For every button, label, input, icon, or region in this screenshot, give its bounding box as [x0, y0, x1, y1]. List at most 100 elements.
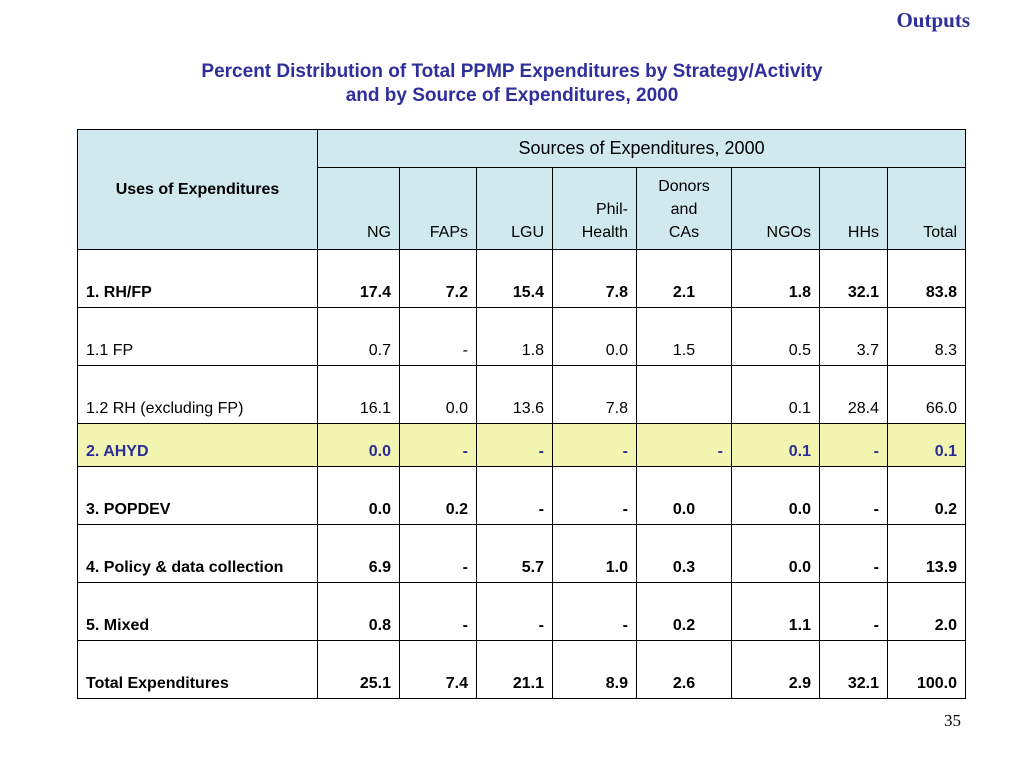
cell-total: 0.2	[886, 466, 967, 525]
slide-title: Percent Distribution of Total PPMP Expen…	[0, 60, 1024, 108]
table-row-total-expenditures: Total Expenditures 25.1 7.4 21.1 8.9 2.6…	[77, 640, 967, 699]
cell-lgu: 21.1	[476, 640, 553, 699]
cell-ngos: 1.8	[731, 249, 820, 308]
cell-faps: -	[399, 524, 477, 583]
cell-hhs: 28.4	[819, 365, 888, 424]
uses-of-expenditures-header: Uses of Expenditures	[77, 129, 318, 250]
col-header-donors-line-1: Donors	[658, 178, 710, 195]
cell-total: 8.3	[886, 307, 967, 366]
cell-faps: 0.0	[399, 365, 477, 424]
cell-ng: 0.0	[317, 466, 400, 525]
table-row-ahyd: 2. AHYD 0.0 - - - - 0.1 - 0.1	[77, 423, 967, 467]
cell-philhealth: 1.0	[552, 524, 637, 583]
row-label: 3. POPDEV	[77, 466, 318, 525]
col-header-philhealth: Phil- Health	[552, 167, 637, 250]
cell-total: 66.0	[886, 365, 967, 424]
col-header-donors-line-2: and	[670, 201, 698, 218]
cell-ng: 17.4	[317, 249, 400, 308]
cell-ngos: 0.5	[731, 307, 820, 366]
cell-lgu: 13.6	[476, 365, 553, 424]
row-label: 4. Policy & data collection	[77, 524, 318, 583]
cell-faps: 7.2	[399, 249, 477, 308]
col-header-philhealth-line-1: Phil-	[595, 201, 628, 218]
cell-philhealth: 7.8	[552, 365, 637, 424]
cell-donors: 0.0	[636, 466, 732, 525]
cell-ngos: 0.0	[731, 466, 820, 525]
page-number: 35	[944, 711, 961, 730]
cell-ng: 16.1	[317, 365, 400, 424]
cell-philhealth: 8.9	[552, 640, 637, 699]
cell-total: 2.0	[886, 582, 967, 641]
cell-donors: -	[636, 423, 732, 467]
table-row-rh-fp: 1. RH/FP 17.4 7.2 15.4 7.8 2.1 1.8 32.1 …	[77, 249, 967, 308]
section-label: Outputs	[896, 8, 970, 32]
cell-hhs: -	[819, 524, 888, 583]
col-header-donors: Donors and CAs	[636, 167, 732, 250]
cell-ngos: 0.1	[731, 423, 820, 467]
cell-ngos: 0.0	[731, 524, 820, 583]
cell-hhs: -	[819, 582, 888, 641]
cell-hhs: 32.1	[819, 249, 888, 308]
cell-hhs: -	[819, 423, 888, 467]
table-row-popdev: 3. POPDEV 0.0 0.2 - - 0.0 0.0 - 0.2	[77, 466, 967, 525]
cell-ng: 0.8	[317, 582, 400, 641]
header-row-columns: NG FAPs LGU Phil- Health Donors and CAs …	[78, 167, 967, 250]
cell-philhealth: -	[552, 423, 637, 467]
cell-philhealth: 7.8	[552, 249, 637, 308]
cell-total: 100.0	[886, 640, 967, 699]
row-label: 1.2 RH (excluding FP)	[77, 365, 318, 424]
table-row-policy-data-collection: 4. Policy & data collection 6.9 - 5.7 1.…	[77, 524, 967, 583]
cell-ngos: 1.1	[731, 582, 820, 641]
row-label: Total Expenditures	[77, 640, 318, 699]
table-row-fp: 1.1 FP 0.7 - 1.8 0.0 1.5 0.5 3.7 8.3	[77, 307, 967, 366]
col-header-ng: NG	[317, 167, 400, 250]
cell-donors: 2.1	[636, 249, 732, 308]
cell-faps: -	[399, 423, 477, 467]
cell-philhealth: 0.0	[552, 307, 637, 366]
col-header-total: Total	[886, 167, 967, 250]
cell-lgu: 5.7	[476, 524, 553, 583]
cell-lgu: 15.4	[476, 249, 553, 308]
cell-faps: 0.2	[399, 466, 477, 525]
cell-lgu: 1.8	[476, 307, 553, 366]
expenditure-table: Uses of Expenditures Sources of Expendit…	[77, 129, 967, 699]
row-label: 2. AHYD	[77, 423, 318, 467]
cell-ng: 0.0	[317, 423, 400, 467]
cell-lgu: -	[476, 582, 553, 641]
cell-faps: -	[399, 582, 477, 641]
cell-ng: 0.7	[317, 307, 400, 366]
cell-ng: 6.9	[317, 524, 400, 583]
cell-total: 0.1	[886, 423, 967, 467]
sources-of-expenditures-header: Sources of Expenditures, 2000	[316, 129, 967, 168]
header-row-sources: Uses of Expenditures Sources of Expendit…	[77, 129, 967, 250]
cell-donors: 0.2	[636, 582, 732, 641]
cell-hhs: -	[819, 466, 888, 525]
cell-ngos: 0.1	[731, 365, 820, 424]
cell-hhs: 3.7	[819, 307, 888, 366]
cell-philhealth: -	[552, 582, 637, 641]
cell-ngos: 2.9	[731, 640, 820, 699]
cell-ng: 25.1	[317, 640, 400, 699]
slide-title-line-2: and by Source of Expenditures, 2000	[345, 85, 679, 106]
cell-lgu: -	[476, 466, 553, 525]
cell-philhealth: -	[552, 466, 637, 525]
cell-lgu: -	[476, 423, 553, 467]
cell-total: 83.8	[886, 249, 967, 308]
cell-total: 13.9	[886, 524, 967, 583]
cell-faps: 7.4	[399, 640, 477, 699]
row-label: 1.1 FP	[77, 307, 318, 366]
col-header-ngos: NGOs	[731, 167, 820, 250]
row-label: 1. RH/FP	[77, 249, 318, 308]
col-header-lgu: LGU	[476, 167, 553, 250]
col-header-faps: FAPs	[399, 167, 477, 250]
row-label: 5. Mixed	[77, 582, 318, 641]
cell-donors: 1.5	[636, 307, 732, 366]
col-header-donors-line-3: CAs	[668, 224, 700, 241]
cell-faps: -	[399, 307, 477, 366]
cell-donors: 2.6	[636, 640, 732, 699]
table-row-rh-excluding-fp: 1.2 RH (excluding FP) 16.1 0.0 13.6 7.8 …	[77, 365, 967, 424]
col-header-philhealth-line-2: Health	[581, 224, 628, 241]
table-row-mixed: 5. Mixed 0.8 - - - 0.2 1.1 - 2.0	[77, 582, 967, 641]
cell-donors	[636, 365, 732, 424]
cell-donors: 0.3	[636, 524, 732, 583]
